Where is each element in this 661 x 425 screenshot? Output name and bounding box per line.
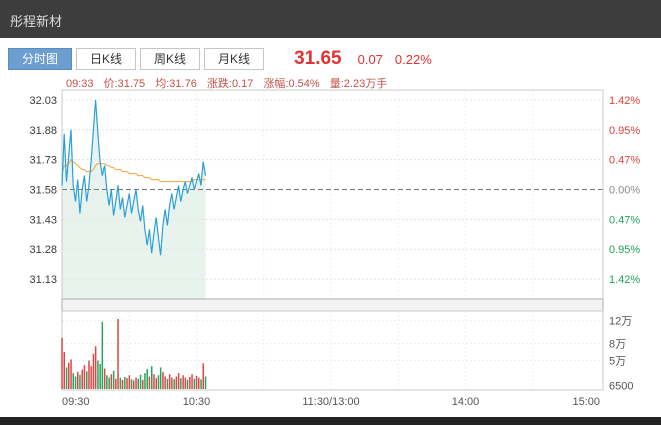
info-time: 09:33	[66, 78, 94, 90]
svg-text:12万: 12万	[609, 316, 632, 328]
chart-info-bar: 09:33 价:31.75 均:31.76 涨跌:0.17 涨幅:0.54% 量…	[66, 75, 394, 91]
svg-text:6500: 6500	[609, 380, 633, 392]
price-change: 0.07	[357, 52, 383, 67]
info-average: 均:31.76	[155, 78, 197, 90]
info-volume: 量:2.23万手	[329, 78, 388, 90]
grid-and-axes: 32.03 1.42% 31.88 0.95% 31.73 0.47% 31.58 0.00%…	[29, 90, 640, 392]
svg-text:0.95%: 0.95%	[609, 125, 640, 137]
title-bar: 彤程新材	[0, 0, 661, 38]
svg-text:1.42%: 1.42%	[609, 95, 640, 107]
intraday-chart-svg[interactable]: 32.03 1.42% 31.88 0.95% 31.73 0.47% 31.58 0.00%…	[0, 70, 661, 420]
svg-text:0.47%: 0.47%	[609, 155, 640, 167]
svg-text:09:30: 09:30	[62, 396, 90, 408]
svg-text:0.47%: 0.47%	[609, 214, 640, 226]
svg-text:31.13: 31.13	[29, 274, 57, 286]
chart-tab-bar: 分时图 日K线 周K线 月K线 31.65 0.07 0.22%	[8, 47, 444, 71]
svg-text:0.95%: 0.95%	[609, 244, 640, 256]
stock-name: 彤程新材	[10, 14, 63, 29]
bottom-bar	[0, 417, 661, 425]
svg-text:15:00: 15:00	[572, 396, 600, 408]
tab-monthly-k[interactable]: 月K线	[204, 48, 265, 70]
x-axis-labels: 09:30 10:30 11:30/13:00 14:00 15:00	[62, 396, 600, 408]
svg-text:31.43: 31.43	[29, 214, 57, 226]
svg-text:14:00: 14:00	[452, 396, 480, 408]
svg-text:31.88: 31.88	[29, 125, 57, 137]
price-area-fill	[62, 100, 206, 299]
svg-text:5万: 5万	[609, 356, 626, 368]
plot-borders	[61, 89, 604, 391]
volume-bars	[61, 319, 207, 389]
svg-text:32.03: 32.03	[29, 95, 57, 107]
price-line	[61, 99, 207, 256]
info-change-percent: 涨幅:0.54%	[263, 78, 320, 90]
quote: 31.65 0.07 0.22%	[294, 48, 444, 70]
tab-weekly-k[interactable]: 周K线	[140, 48, 201, 70]
svg-text:8万: 8万	[609, 338, 626, 350]
tab-intraday[interactable]: 分时图	[8, 48, 73, 70]
svg-text:31.73: 31.73	[29, 155, 57, 167]
svg-text:11:30/13:00: 11:30/13:00	[302, 396, 359, 408]
svg-text:0.00%: 0.00%	[609, 185, 640, 197]
svg-text:31.28: 31.28	[29, 244, 57, 256]
info-change: 涨跌:0.17	[206, 78, 254, 90]
svg-text:31.58: 31.58	[29, 185, 57, 197]
price-change-percent: 0.22%	[394, 52, 432, 67]
last-price: 31.65	[294, 48, 342, 69]
svg-text:10:30: 10:30	[183, 396, 211, 408]
info-price: 价:31.75	[103, 78, 146, 90]
svg-text:1.42%: 1.42%	[609, 274, 640, 286]
average-line	[61, 158, 206, 183]
tab-daily-k[interactable]: 日K线	[76, 48, 137, 70]
